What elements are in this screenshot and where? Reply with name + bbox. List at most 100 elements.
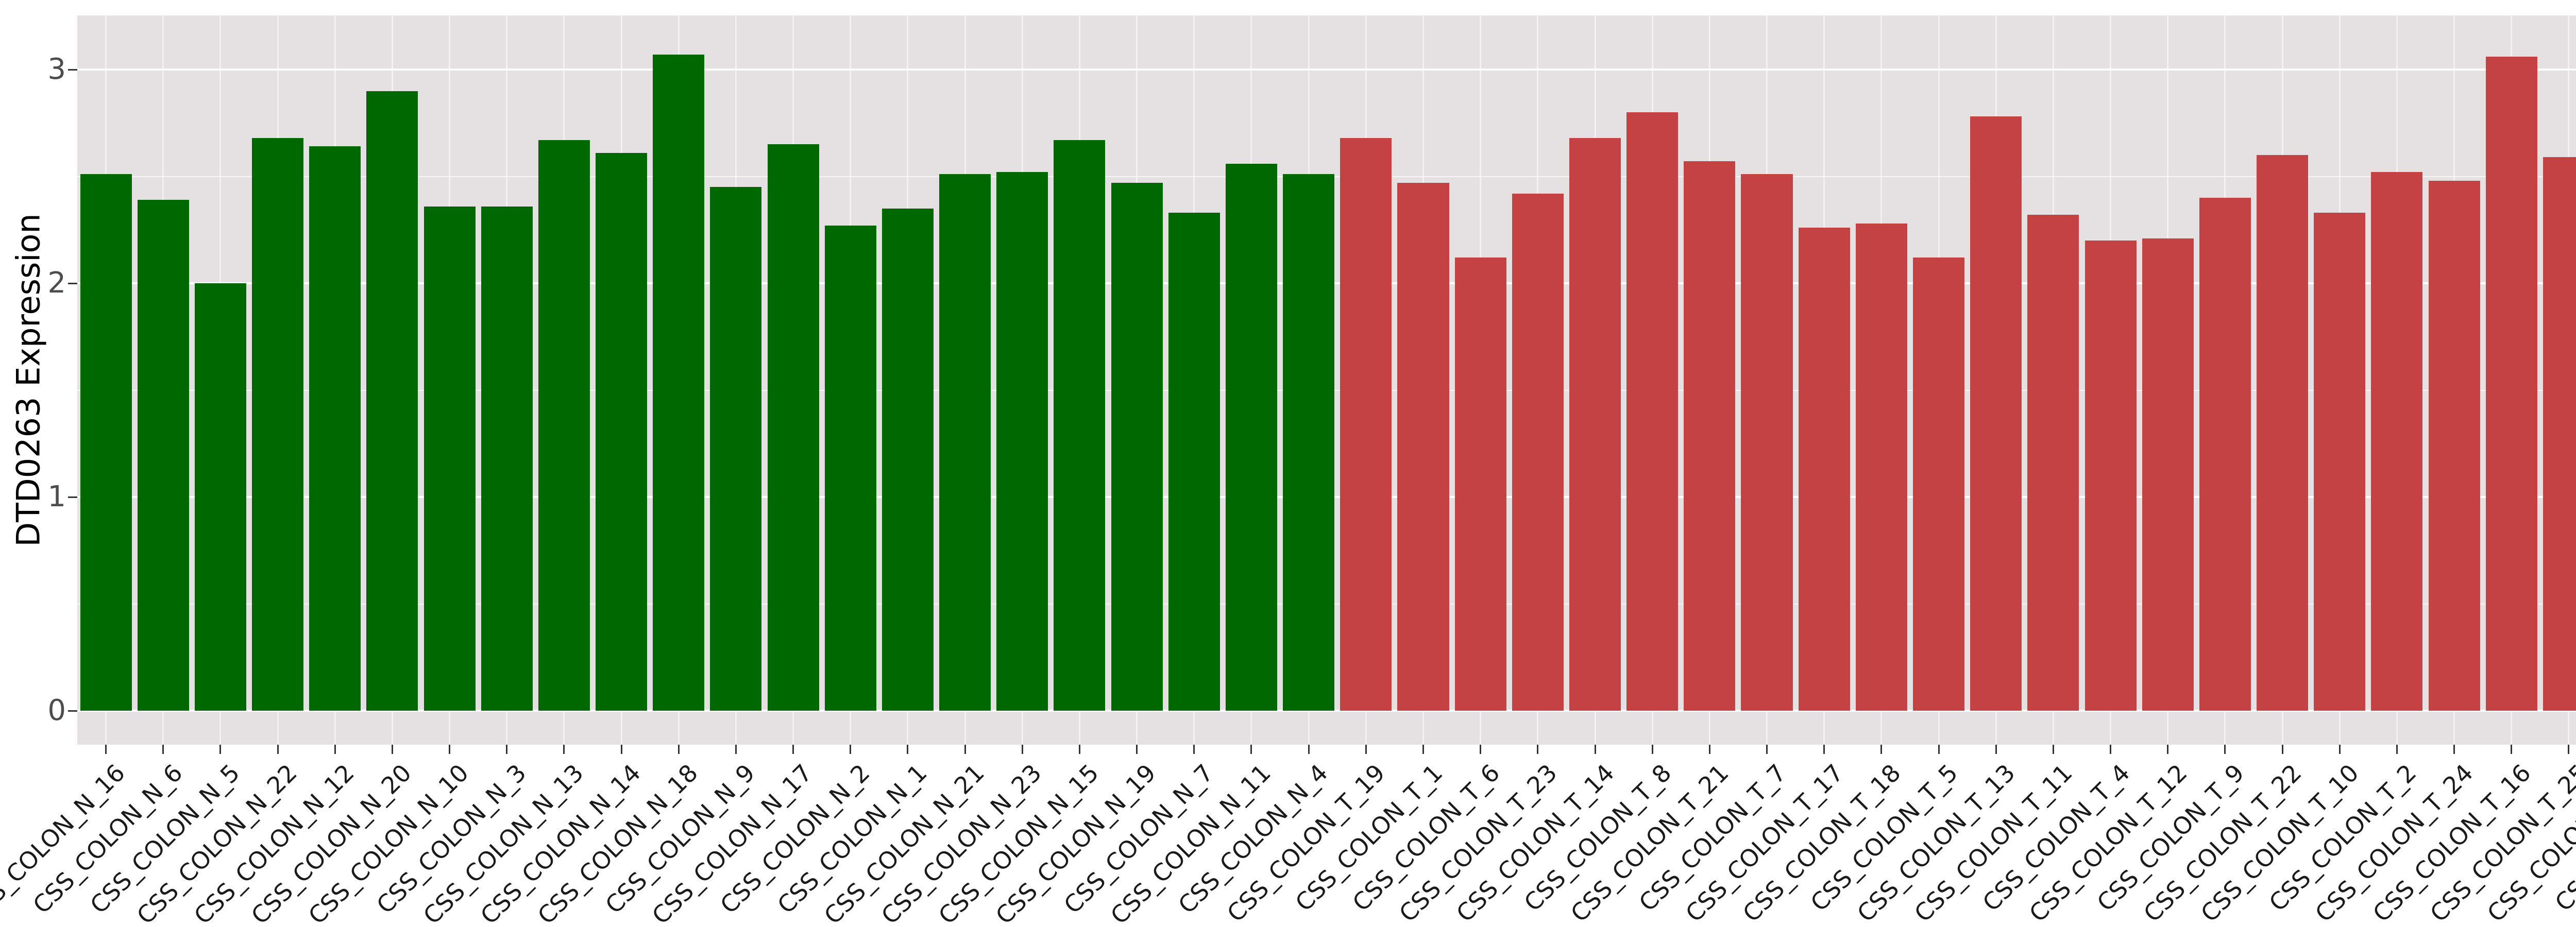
bar [1684,161,1736,711]
x-tick-mark [2453,745,2455,754]
bar [1913,258,1965,711]
x-tick-mark [907,745,909,754]
bar [80,174,132,711]
x-tick-mark [1938,745,1940,754]
bar [1340,138,1392,711]
x-tick-mark [2511,745,2513,754]
bar [481,206,533,711]
x-tick-mark [792,745,794,754]
x-tick-mark [964,745,966,754]
bar [538,140,590,711]
x-tick-mark [162,745,164,754]
x-tick-mark [2338,745,2341,754]
bar [710,187,762,711]
bar [1741,174,1793,711]
y-tick-label: 2 [47,266,66,300]
x-tick-mark [1193,745,1195,754]
x-tick-mark [219,745,222,754]
bar [2142,238,2194,711]
x-tick-mark [1250,745,1252,754]
bar [366,91,418,711]
bar [1626,112,1679,711]
bar [309,146,361,711]
bar [1397,182,1449,711]
bar [2027,215,2079,711]
bar [252,138,304,711]
plot-panel [77,15,2576,745]
x-tick-mark [2052,745,2054,754]
x-tick-mark [2167,745,2169,754]
bar [2084,241,2137,711]
bar [882,208,934,711]
bar [2371,172,2423,711]
x-tick-mark [1422,745,1424,754]
bar [939,174,991,711]
bar [1798,228,1850,711]
bar [767,144,819,711]
x-tick-mark [563,745,565,754]
x-tick-mark [1823,745,1825,754]
x-tick-mark [1537,745,1539,754]
bar [653,54,705,711]
bar [2428,180,2480,711]
x-tick-mark [677,745,680,754]
x-tick-mark [2568,745,2570,754]
bar [1225,163,1277,711]
bar [1168,213,1220,711]
bar [1855,223,1907,711]
bar [2485,57,2537,711]
x-tick-mark [506,745,508,754]
x-tick-mark [1021,745,1023,754]
bar [2257,155,2309,711]
major-gridline [77,68,2576,71]
x-tick-mark [1708,745,1710,754]
bar [2543,157,2576,711]
bar [2314,213,2366,711]
x-tick-mark [105,745,107,754]
x-tick-mark [2110,745,2112,754]
bar [194,283,246,711]
x-tick-mark [2396,745,2398,754]
x-tick-mark [1995,745,1997,754]
x-tick-mark [620,745,622,754]
x-tick-mark [1766,745,1768,754]
x-tick-mark [391,745,393,754]
y-tick-mark [68,282,77,284]
bar [824,225,876,711]
bar [1054,140,1106,711]
bar [2199,198,2251,711]
x-tick-mark [2224,745,2226,754]
x-tick-mark [1308,745,1310,754]
bar [1512,193,1564,711]
bar [596,152,648,711]
x-tick-mark [1480,745,1482,754]
x-tick-mark [850,745,852,754]
y-tick-mark [68,68,77,71]
x-tick-mark [277,745,279,754]
y-tick-mark [68,496,77,498]
bar [1454,258,1506,711]
x-tick-mark [1365,745,1367,754]
bar [1111,182,1163,711]
x-tick-mark [2281,745,2283,754]
bar [423,206,476,711]
y-tick-label: 0 [47,694,66,727]
x-tick-mark [735,745,737,754]
bar [1970,116,2022,711]
x-tick-mark [449,745,451,754]
x-tick-mark [1880,745,1883,754]
x-tick-mark [1594,745,1596,754]
bar [1283,174,1335,711]
x-tick-mark [1651,745,1653,754]
y-tick-label: 3 [47,53,66,86]
bar [1569,138,1621,711]
y-tick-label: 1 [47,480,66,513]
x-tick-mark [1136,745,1138,754]
x-tick-mark [334,745,336,754]
bar [996,172,1048,711]
bar [137,200,189,711]
y-tick-mark [68,710,77,712]
x-tick-mark [1078,745,1080,754]
major-gridline [77,710,2576,712]
